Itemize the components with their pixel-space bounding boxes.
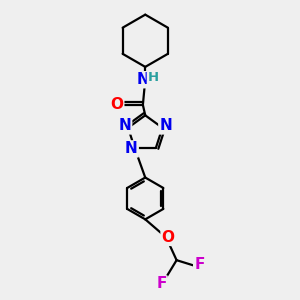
Text: O: O [110, 98, 123, 112]
Text: F: F [194, 257, 205, 272]
Text: N: N [136, 72, 149, 87]
Text: N: N [159, 118, 172, 134]
Text: N: N [125, 141, 138, 156]
Text: O: O [161, 230, 175, 245]
Text: H: H [148, 71, 159, 84]
Text: N: N [118, 118, 131, 134]
Text: F: F [156, 276, 167, 291]
